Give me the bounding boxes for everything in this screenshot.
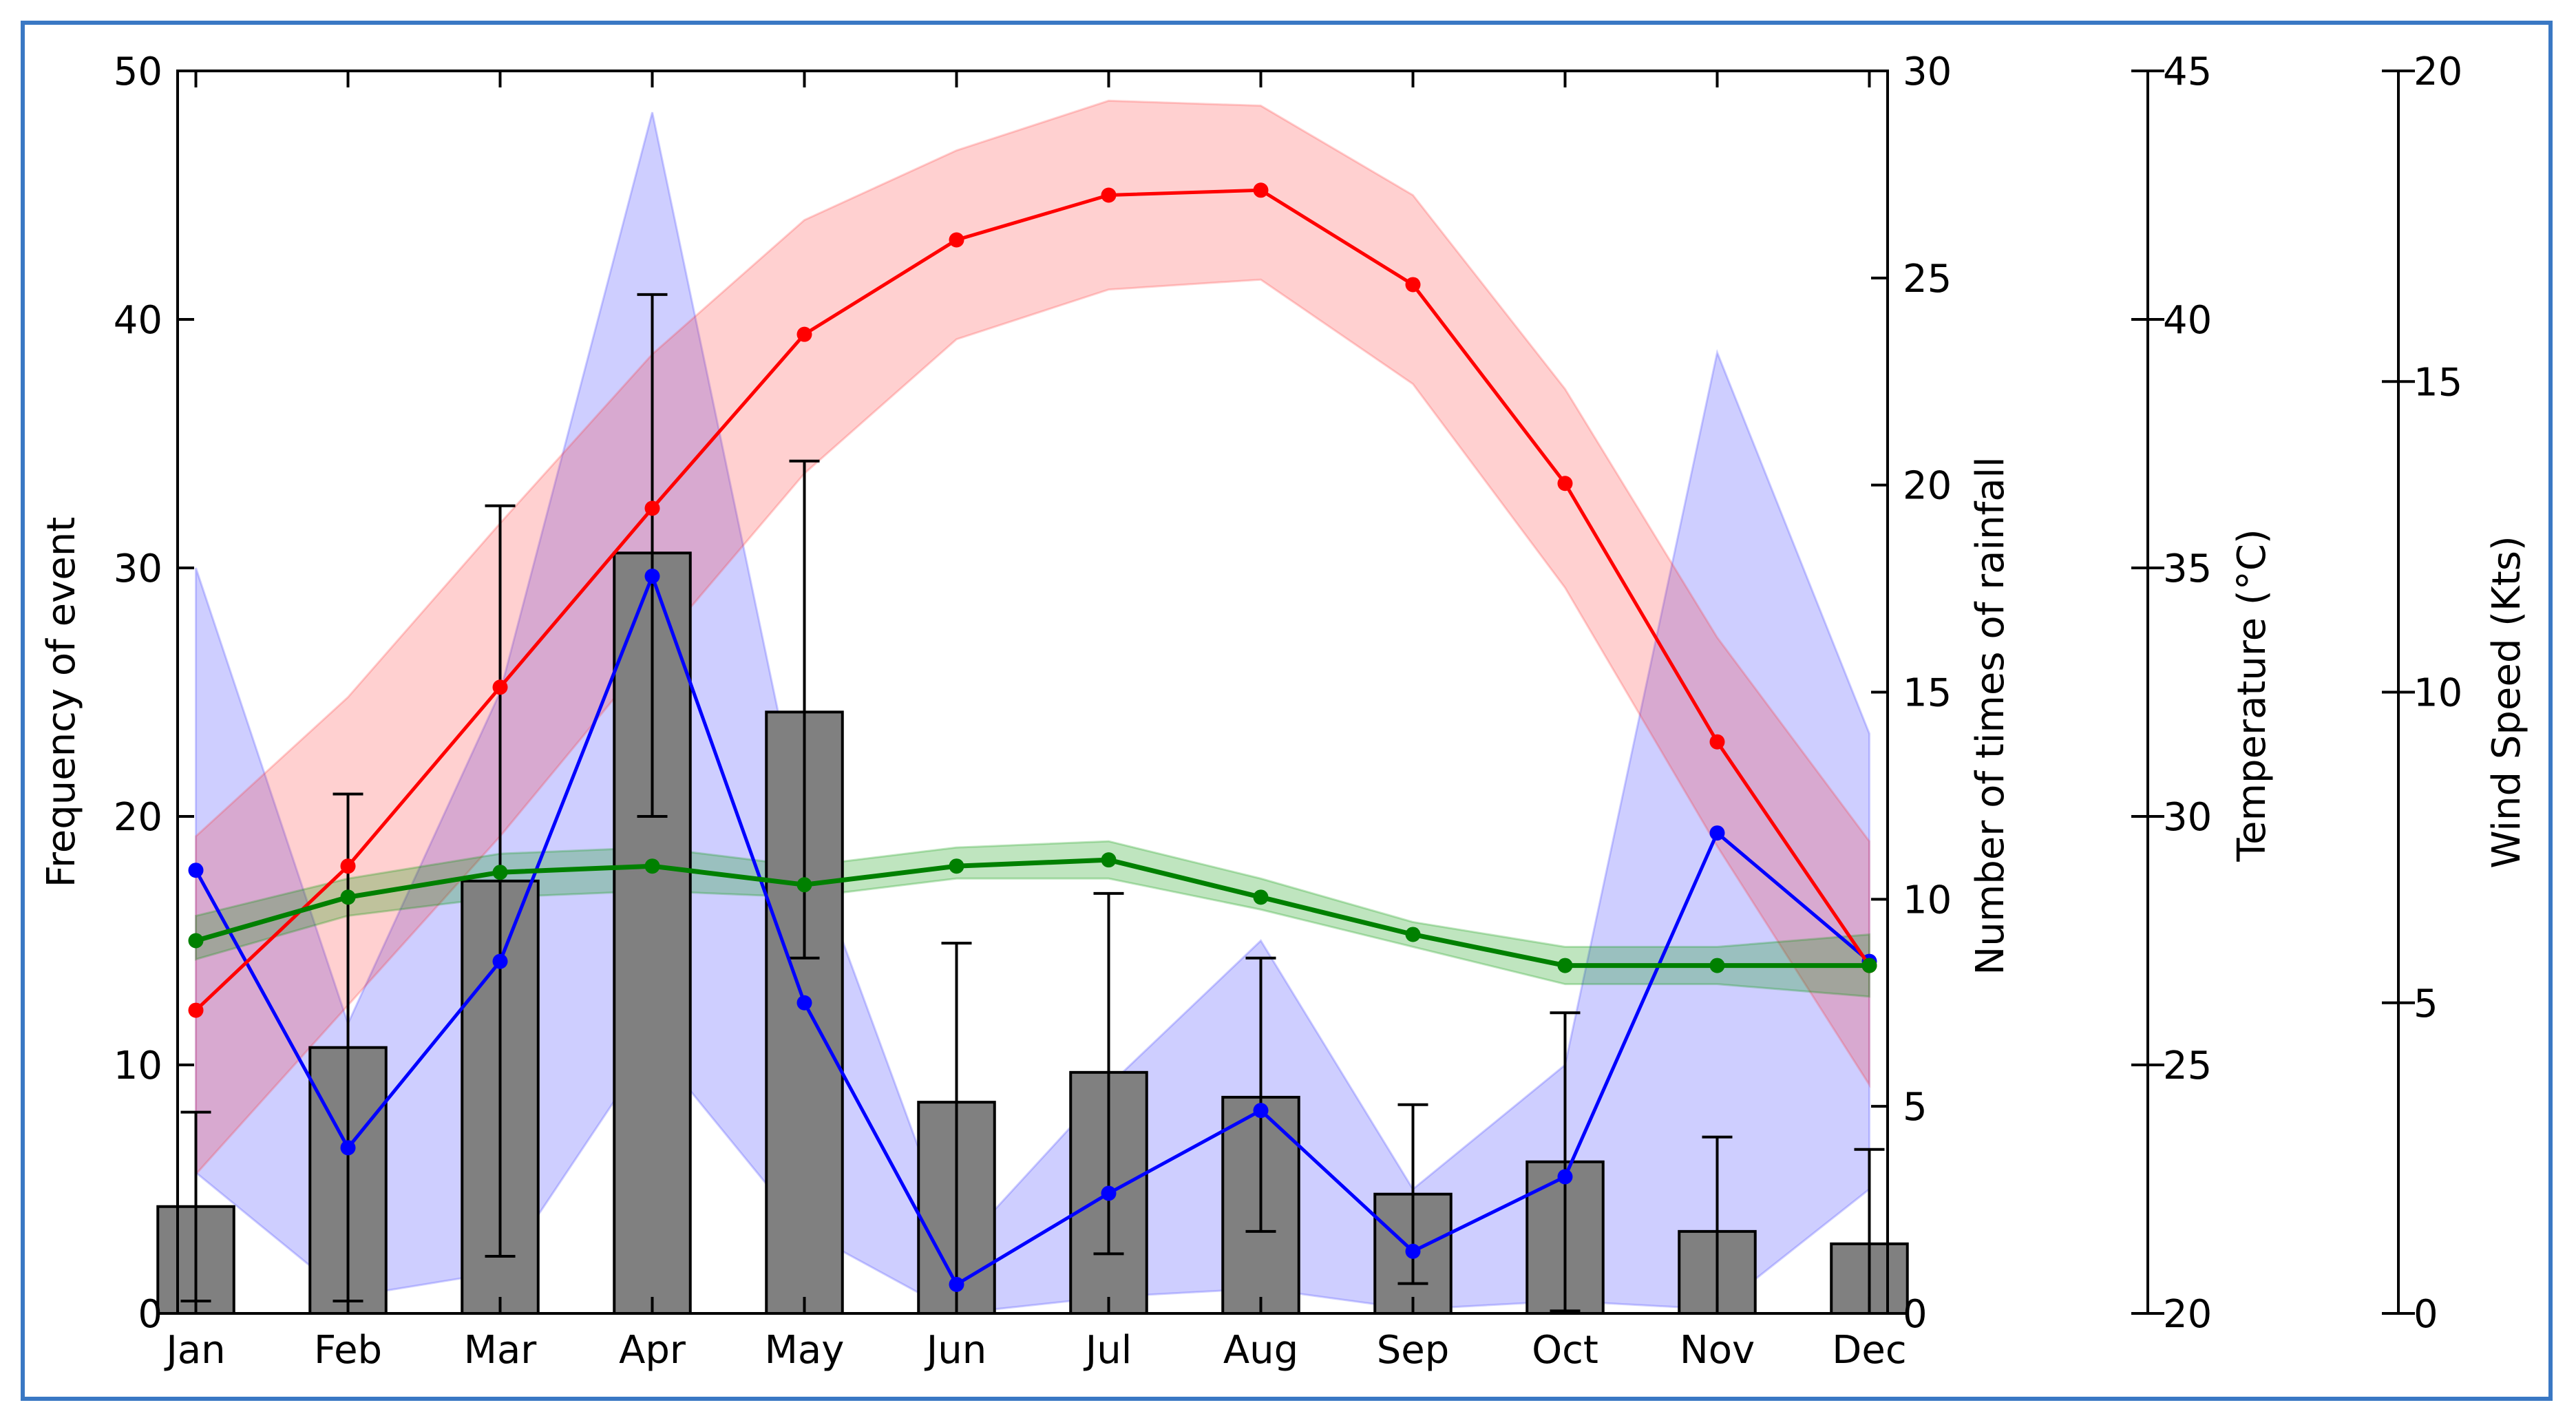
left-axis-tick-label: 0 [138, 1292, 162, 1337]
temperature-point-mar [492, 679, 508, 695]
number-of-times-of-rainfall-point-nov [1709, 825, 1725, 841]
temperature-axis-tick-label: 30 [2163, 795, 2212, 840]
x-tick-label-may: May [765, 1328, 845, 1373]
rainfall-axis-tick-label: 30 [1903, 50, 1952, 94]
x-tick-label-jun: Jun [925, 1328, 987, 1373]
confidence-bands [195, 99, 1870, 1315]
left-axis-tick-label: 10 [114, 1044, 162, 1088]
wind-axis-tick-label: 20 [2414, 50, 2462, 94]
wind-axis-title: Wind Speed (Kts) [2484, 536, 2529, 868]
left-axis-tick-label: 20 [114, 795, 162, 840]
wind-speed-point-aug [1253, 889, 1269, 905]
wind-speed-point-jun [949, 858, 964, 874]
temperature-axis-tick-label: 35 [2163, 547, 2212, 591]
rainfall-axis-tick-label: 0 [1903, 1292, 1928, 1337]
wind-speed-line [195, 857, 1870, 969]
rainfall-axis-tick-label: 25 [1903, 257, 1952, 302]
figure-frame [21, 21, 2553, 1401]
temperature-point-apr [644, 500, 660, 516]
number-of-times-of-rainfall-line [194, 571, 1871, 1287]
rainfall-axis-tick-label: 15 [1903, 671, 1952, 716]
x-tick-label-sep: Sep [1377, 1328, 1450, 1373]
left-axis-title: Frequency of event [39, 517, 84, 887]
number-of-times-of-rainfall-point-jun [949, 1276, 964, 1292]
temperature-axis-title: Temperature (°C) [2230, 529, 2274, 862]
wind-axis-tick-label: 5 [2414, 982, 2438, 1026]
temperature-axis-tick-label: 25 [2163, 1044, 2212, 1088]
series-lines [188, 182, 1877, 1292]
wind-speed-point-oct [1557, 958, 1573, 973]
wind-speed-point-jul [1101, 852, 1117, 868]
left-axis-tick-label: 30 [114, 547, 162, 591]
wind-speed-point-nov [1709, 958, 1725, 973]
number-of-times-of-rainfall-point-mar [492, 953, 508, 969]
rainfall-axis-title: Number of times of rainfall [1968, 456, 2013, 975]
number-of-times-of-rainfall-point-jan [188, 863, 204, 878]
temperature-point-nov [1709, 734, 1725, 750]
number-of-times-of-rainfall-point-oct [1557, 1169, 1573, 1185]
rainfall-axis-tick-label: 20 [1903, 464, 1952, 509]
x-tick-label-jul: Jul [1084, 1328, 1132, 1373]
number-of-times-of-rainfall-point-feb [340, 1140, 356, 1156]
wind-speed-point-sep [1405, 927, 1421, 942]
rainfall-axis-tick-label: 5 [1903, 1085, 1928, 1130]
x-tick-label-nov: Nov [1680, 1328, 1755, 1373]
number-of-times-of-rainfall-point-sep [1405, 1243, 1421, 1259]
x-tick-label-feb: Feb [314, 1328, 382, 1373]
temperature-point-jan [188, 1002, 204, 1018]
wind-speed-point-mar [492, 865, 508, 880]
wind-axis-tick-label: 0 [2414, 1292, 2438, 1337]
wind-speed-point-dec [1861, 958, 1877, 973]
temperature-axis-tick-label: 20 [2163, 1292, 2212, 1337]
number-of-times-of-rainfall-point-apr [644, 569, 660, 584]
x-tick-label-aug: Aug [1223, 1328, 1298, 1373]
temperature-axis-tick-label: 45 [2163, 50, 2212, 94]
temperature-line [194, 188, 1871, 1012]
x-tick-label-dec: Dec [1832, 1328, 1906, 1373]
temperature-point-jun [949, 232, 964, 248]
temperature-point-sep [1405, 277, 1421, 293]
wind-axis-tick-label: 15 [2414, 360, 2462, 405]
axis-titles: Frequency of event Number of times of ra… [39, 456, 2529, 975]
temperature-point-oct [1557, 476, 1573, 491]
temperature-point-jul [1101, 187, 1117, 203]
x-tick-label-mar: Mar [464, 1328, 538, 1373]
axes: 0 10 20 30 40 50 0 5 10 15 20 25 30 20 25 30 35 40 45 0 5 10 1… [114, 50, 2463, 1373]
wind-axis-tick-label: 10 [2414, 671, 2462, 716]
rainfall-axis-tick-label: 10 [1903, 878, 1952, 922]
number-of-times-of-rainfall-point-aug [1253, 1103, 1269, 1119]
number-of-times-of-rainfall-point-jul [1101, 1185, 1117, 1201]
x-tick-label-jan: Jan [164, 1328, 225, 1373]
x-tick-label-apr: Apr [619, 1328, 686, 1373]
temperature-point-aug [1253, 182, 1269, 198]
left-axis-tick-label: 40 [114, 298, 162, 343]
wind-speed-point-may [796, 877, 812, 893]
wind-speed-point-feb [340, 889, 356, 905]
temperature-point-may [796, 326, 812, 342]
wind-speed-point-apr [644, 858, 660, 874]
x-tick-label-oct: Oct [1532, 1328, 1598, 1373]
temperature-point-feb [340, 858, 356, 874]
wind-speed-point-jan [188, 933, 204, 949]
left-axis-tick-label: 50 [114, 50, 162, 94]
temperature-axis-tick-label: 40 [2163, 298, 2212, 343]
number-of-times-of-rainfall-point-may [796, 995, 812, 1011]
